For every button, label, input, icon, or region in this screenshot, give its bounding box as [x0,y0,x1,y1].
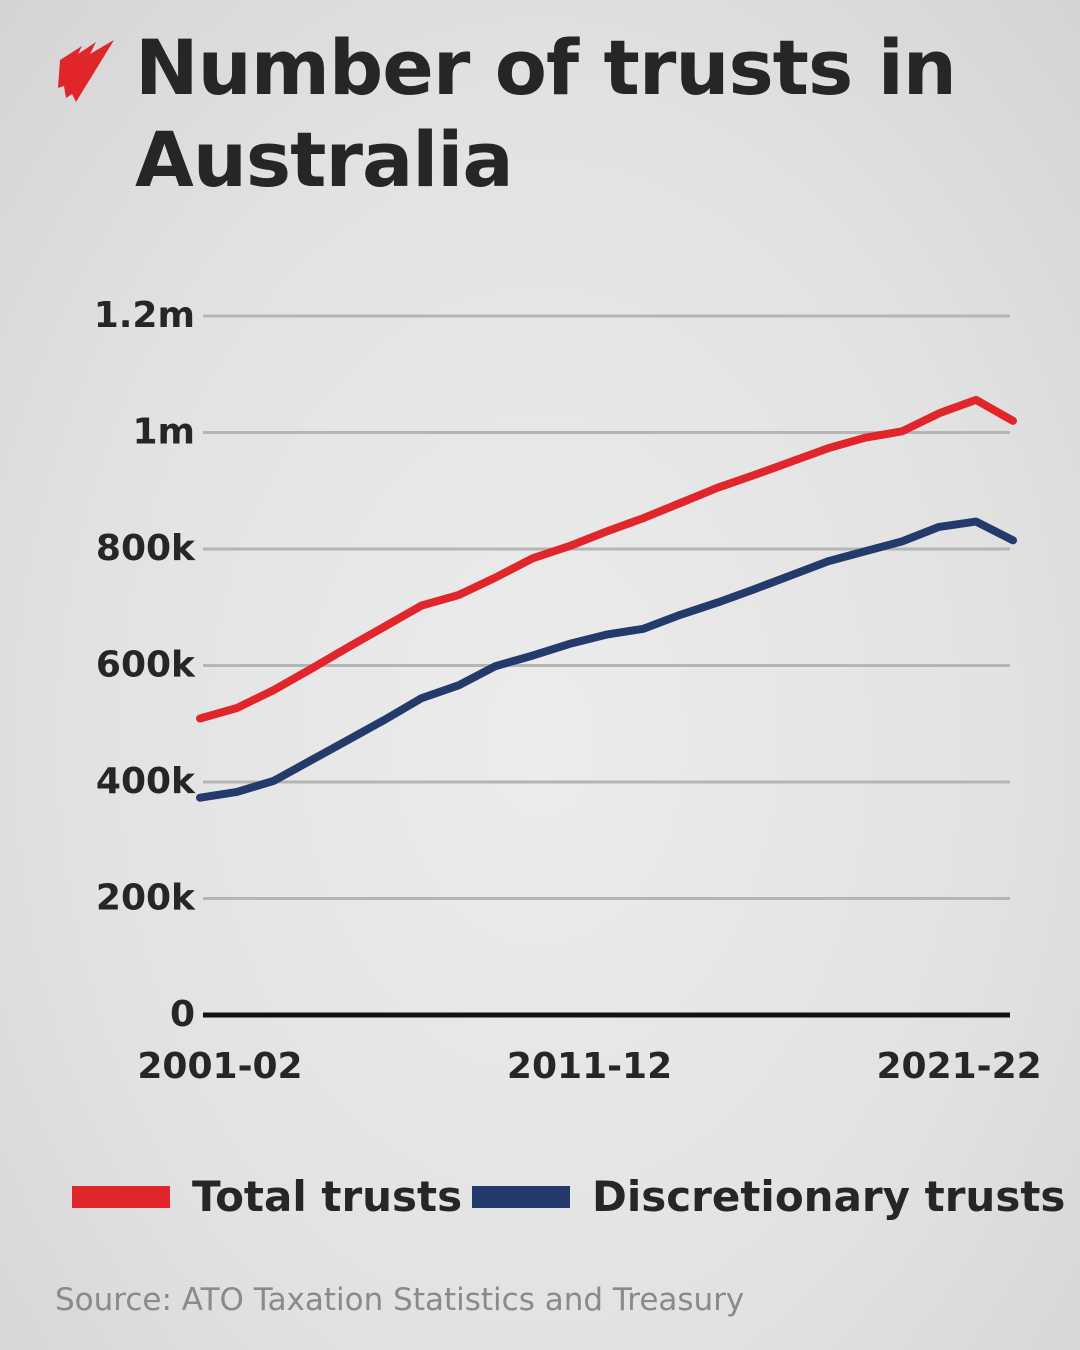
y-tick-label: 1m [132,412,195,453]
x-tick-label: 2001-02 [137,1046,302,1087]
series-line [196,517,1017,802]
x-tick-label: 2021-22 [876,1046,1041,1087]
logo-shape [58,40,114,102]
chart-title: Number of trusts in Australia [135,23,957,204]
series-line [196,395,1017,723]
legend-label: Total trusts [192,1172,462,1221]
y-tick-label: 600k [96,645,196,686]
legend-swatch [72,1186,170,1208]
y-tick-label: 400k [96,761,196,802]
legend-swatch [472,1186,570,1208]
chart: 0 200k 400k 600k 800k 1m 1.2m 2001-02 2011-12 202… [72,295,1065,1221]
y-tick-label: 200k [96,878,196,919]
x-tick-label: 2011-12 [507,1046,672,1087]
logo [58,40,114,102]
y-tick-label: 0 [170,994,195,1035]
y-tick-label: 800k [96,528,196,569]
y-tick-label: 1.2m [94,295,195,336]
source-note: Source: ATO Taxation Statistics and Trea… [55,1282,745,1318]
legend-label: Discretionary trusts [592,1172,1065,1221]
